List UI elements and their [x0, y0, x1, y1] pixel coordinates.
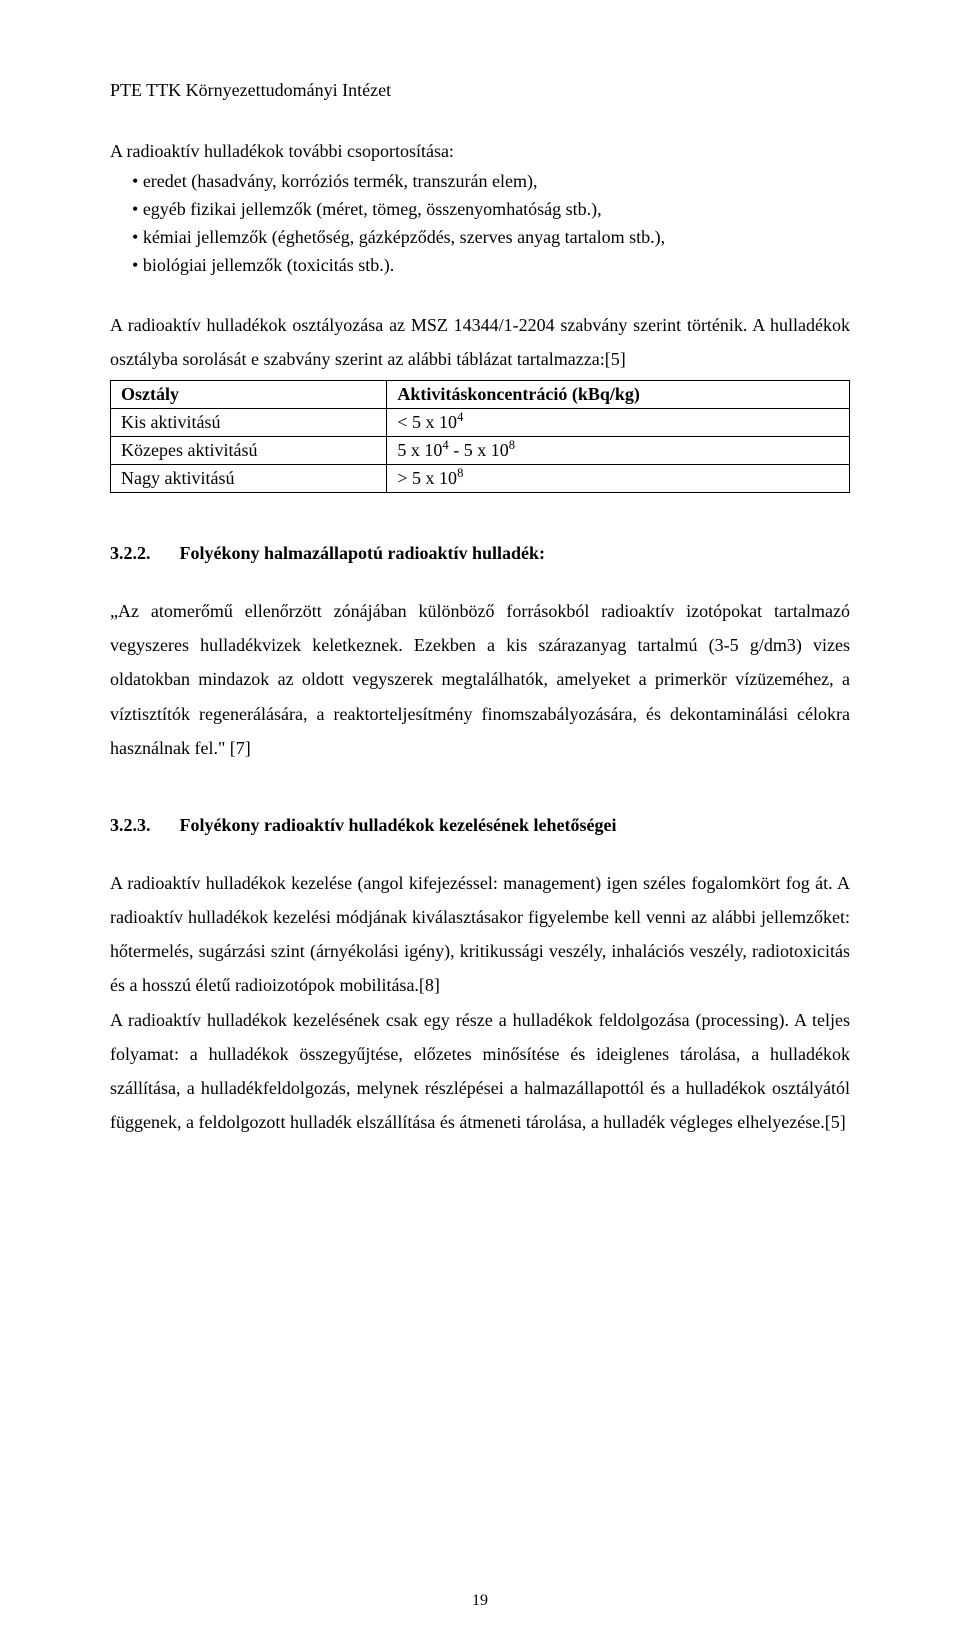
table-row: Kis aktivitású < 5 x 104: [111, 408, 850, 436]
section-title: Folyékony halmazállapotú radioaktív hull…: [180, 543, 546, 563]
page-number: 19: [0, 1592, 960, 1610]
page-header: PTE TTK Környezettudományi Intézet: [110, 80, 850, 101]
header-activity: Aktivitáskoncentráció (kBq/kg): [387, 380, 850, 408]
standard-paragraph: A radioaktív hulladékok osztályozása az …: [110, 308, 850, 376]
classification-table: Osztály Aktivitáskoncentráció (kBq/kg) K…: [110, 380, 850, 493]
section-number: 3.2.3.: [110, 815, 175, 836]
intro-line: A radioaktív hulladékok további csoporto…: [110, 141, 850, 162]
section-title: Folyékony radioaktív hulladékok kezelésé…: [180, 815, 617, 835]
paragraph-322: „Az atomerőmű ellenőrzött zónájában külö…: [110, 594, 850, 765]
bullet-item: kémiai jellemzők (éghetőség, gázképződés…: [132, 224, 850, 252]
paragraph-323a: A radioaktív hulladékok kezelése (angol …: [110, 866, 850, 1003]
table-header-row: Osztály Aktivitáskoncentráció (kBq/kg): [111, 380, 850, 408]
cell-activity: > 5 x 108: [387, 464, 850, 492]
section-heading-322: 3.2.2. Folyékony halmazállapotú radioakt…: [110, 543, 850, 564]
bullet-list: eredet (hasadvány, korróziós termék, tra…: [110, 168, 850, 280]
section-heading-323: 3.2.3. Folyékony radioaktív hulladékok k…: [110, 815, 850, 836]
paragraph-323b: A radioaktív hulladékok kezelésének csak…: [110, 1003, 850, 1140]
cell-class: Nagy aktivitású: [111, 464, 387, 492]
table-row: Nagy aktivitású > 5 x 108: [111, 464, 850, 492]
cell-class: Kis aktivitású: [111, 408, 387, 436]
cell-activity: 5 x 104 - 5 x 108: [387, 436, 850, 464]
table-row: Közepes aktivitású 5 x 104 - 5 x 108: [111, 436, 850, 464]
cell-activity: < 5 x 104: [387, 408, 850, 436]
cell-class: Közepes aktivitású: [111, 436, 387, 464]
bullet-item: egyéb fizikai jellemzők (méret, tömeg, ö…: [132, 196, 850, 224]
bullet-item: biológiai jellemzők (toxicitás stb.).: [132, 252, 850, 280]
section-number: 3.2.2.: [110, 543, 175, 564]
header-class: Osztály: [111, 380, 387, 408]
bullet-item: eredet (hasadvány, korróziós termék, tra…: [132, 168, 850, 196]
document-page: PTE TTK Környezettudományi Intézet A rad…: [0, 0, 960, 1640]
